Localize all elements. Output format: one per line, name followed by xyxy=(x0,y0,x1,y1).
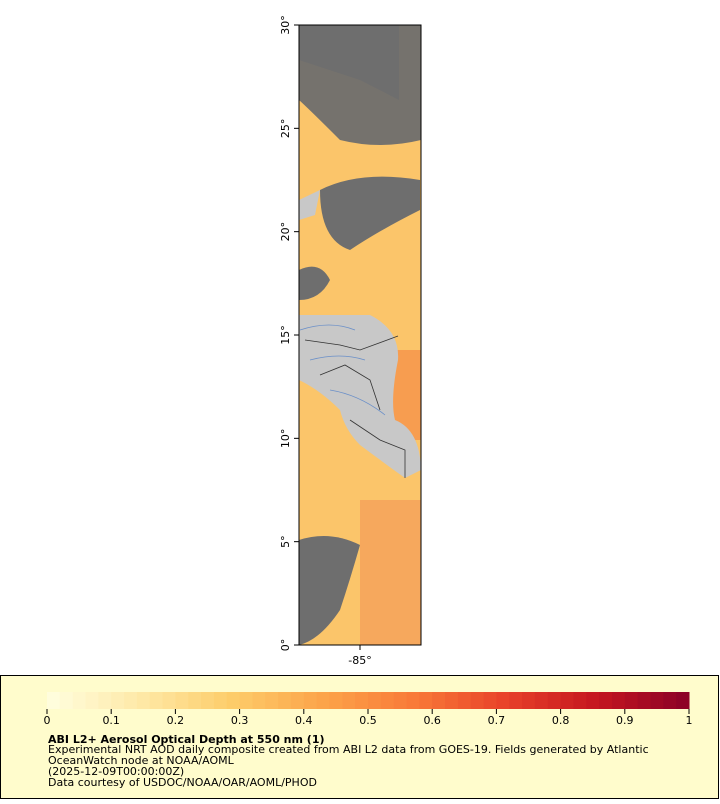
colorbar-cell xyxy=(406,692,420,709)
legend-title: ABI L2+ Aerosol Optical Depth at 550 nm … xyxy=(48,733,325,746)
y-tick-label: 30° xyxy=(279,15,292,35)
colorbar-cell xyxy=(624,692,639,709)
colorbar-tick-label: 0.8 xyxy=(552,714,570,727)
y-tick-label: 0° xyxy=(279,639,292,652)
colorbar-cell xyxy=(59,692,74,709)
colorbar-cell xyxy=(470,692,485,709)
x-tick-label: -85° xyxy=(348,654,371,667)
map xyxy=(299,25,421,645)
colorbar-cell xyxy=(239,692,253,709)
colorbar-cell xyxy=(547,692,562,709)
y-tick-label: 10° xyxy=(279,429,292,449)
colorbar-cell xyxy=(509,692,523,709)
colorbar-tick-label: 0.2 xyxy=(167,714,185,727)
colorbar-cell xyxy=(290,692,305,709)
colorbar-tick-label: 0.9 xyxy=(616,714,634,727)
colorbar-cell xyxy=(368,692,382,709)
colorbar-cell xyxy=(201,692,215,709)
colorbar-cell xyxy=(162,692,176,709)
colorbar-tick-label: 1 xyxy=(686,714,693,727)
colorbar-cell xyxy=(175,692,189,709)
colorbar-cell xyxy=(303,692,318,709)
colorbar-tick-label: 0.5 xyxy=(359,714,377,727)
colorbar-cell xyxy=(445,692,459,709)
colorbar-cell xyxy=(278,692,292,709)
colorbar-cell xyxy=(85,692,99,709)
colorbar-cell xyxy=(380,692,395,709)
colorbar-cell xyxy=(149,692,164,709)
colorbar-cell xyxy=(355,692,369,709)
y-tick-label: 25° xyxy=(279,119,292,139)
colorbar-cell xyxy=(457,692,472,709)
colorbar-cell xyxy=(573,692,587,709)
colorbar-tick-label: 0.4 xyxy=(295,714,313,727)
colorbar-cell xyxy=(393,692,408,709)
colorbar-cell xyxy=(265,692,279,709)
colorbar-tick-label: 0.1 xyxy=(102,714,120,727)
colorbar-cell xyxy=(213,692,228,709)
colorbar-tick-label: 0.3 xyxy=(231,714,249,727)
colorbar-cell xyxy=(483,692,497,709)
colorbar-cell xyxy=(496,692,510,709)
colorbar-cell xyxy=(72,692,87,709)
colorbar-cell xyxy=(98,692,112,709)
colorbar-cell xyxy=(560,692,574,709)
colorbar-cell xyxy=(522,692,536,709)
colorbar-tick-label: 0 xyxy=(44,714,51,727)
colorbar-cell xyxy=(136,692,151,709)
legend-line: (2025-12-09T00:00:00Z) xyxy=(48,765,184,778)
colorbar-cell xyxy=(586,692,600,709)
legend-line: OceanWatch node at NOAA/AOML xyxy=(48,754,235,767)
colorbar-cell xyxy=(534,692,549,709)
colorbar-cell xyxy=(419,692,433,709)
y-tick-label: 20° xyxy=(279,222,292,242)
colorbar-cell xyxy=(650,692,664,709)
colorbar-cell xyxy=(226,692,241,709)
colorbar-cell xyxy=(342,692,356,709)
colorbar-cell xyxy=(111,692,125,709)
colorbar-cell xyxy=(637,692,651,709)
colorbar-tick-label: 0.7 xyxy=(488,714,506,727)
colorbar-cell xyxy=(188,692,202,709)
colorbar-cell xyxy=(252,692,266,709)
colorbar-cell xyxy=(663,692,677,709)
colorbar-cell xyxy=(676,692,690,709)
colorbar-cell xyxy=(316,692,330,709)
colorbar-cell xyxy=(47,692,61,709)
colorbar-tick-label: 0.6 xyxy=(423,714,441,727)
legend-line: Experimental NRT AOD daily composite cre… xyxy=(48,743,649,756)
colorbar-cell xyxy=(124,692,138,709)
legend-line: Data courtesy of USDOC/NOAA/OAR/AOML/PHO… xyxy=(48,776,317,789)
colorbar-cell xyxy=(611,692,626,709)
y-tick-label: 15° xyxy=(279,325,292,345)
y-tick-label: 5° xyxy=(279,535,292,548)
colorbar-cell xyxy=(432,692,446,709)
colorbar-cell xyxy=(599,692,613,709)
colorbar-cell xyxy=(329,692,343,709)
